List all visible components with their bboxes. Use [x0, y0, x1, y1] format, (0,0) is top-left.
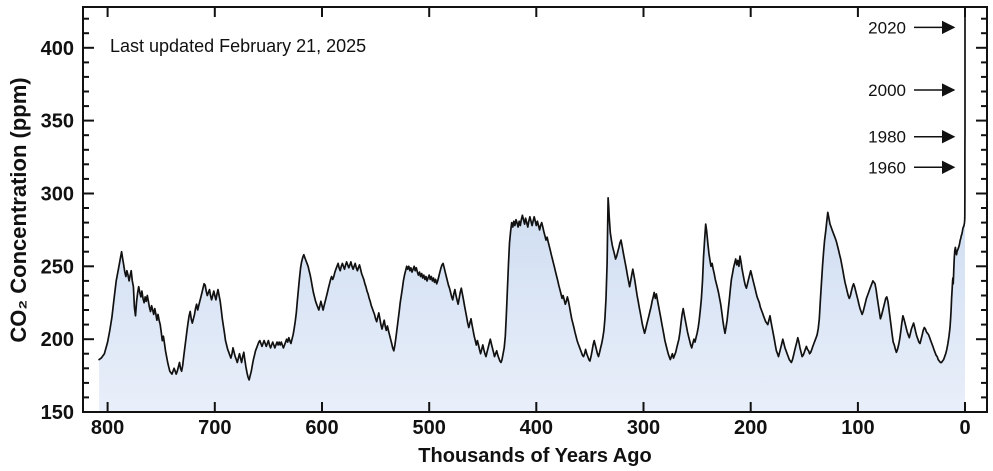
x-axis-title: Thousands of Years Ago: [418, 445, 651, 467]
last-updated-note: Last updated February 21, 2025: [110, 36, 366, 56]
year-annotation-label: 2000: [868, 81, 906, 100]
x-tick-labels: 800 700 600 500 400 300 200 100 0: [91, 417, 971, 439]
year-annotation-label: 1980: [868, 128, 906, 147]
x-tick-label: 100: [841, 417, 874, 439]
plot-frame: [82, 6, 988, 413]
x-tick-label: 200: [734, 417, 767, 439]
co2-line: [98, 7, 966, 381]
year-annotation-label: 1960: [868, 158, 906, 177]
x-tick-label: 0: [959, 417, 970, 439]
y-tick-label: 350: [41, 111, 74, 133]
y-tick-label: 400: [41, 38, 74, 60]
y-axis-title: CO₂ Concentration (ppm): [6, 77, 31, 342]
y-tick-labels: 150 200 250 300 350 400: [41, 38, 74, 424]
y-tick-label: 300: [41, 183, 74, 205]
year-arrow-annotations: 2020 2000 1980 1960: [868, 18, 956, 177]
y-tick-label: 250: [41, 256, 74, 278]
co2-area-fill: [99, 8, 966, 412]
axis-ticks: [83, 7, 987, 413]
x-tick-label: 600: [305, 417, 338, 439]
x-tick-label: 800: [91, 417, 124, 439]
axes-frame: [82, 6, 988, 413]
y-tick-label: 150: [41, 402, 74, 424]
year-annotation-label: 2020: [868, 18, 906, 37]
y-tick-label: 200: [41, 329, 74, 351]
x-tick-label: 300: [627, 417, 660, 439]
co2-curve-fill: [99, 8, 966, 412]
x-tick-label: 400: [520, 417, 553, 439]
co2-curve: [98, 7, 966, 381]
x-tick-label: 700: [198, 417, 231, 439]
x-tick-label: 500: [413, 417, 446, 439]
